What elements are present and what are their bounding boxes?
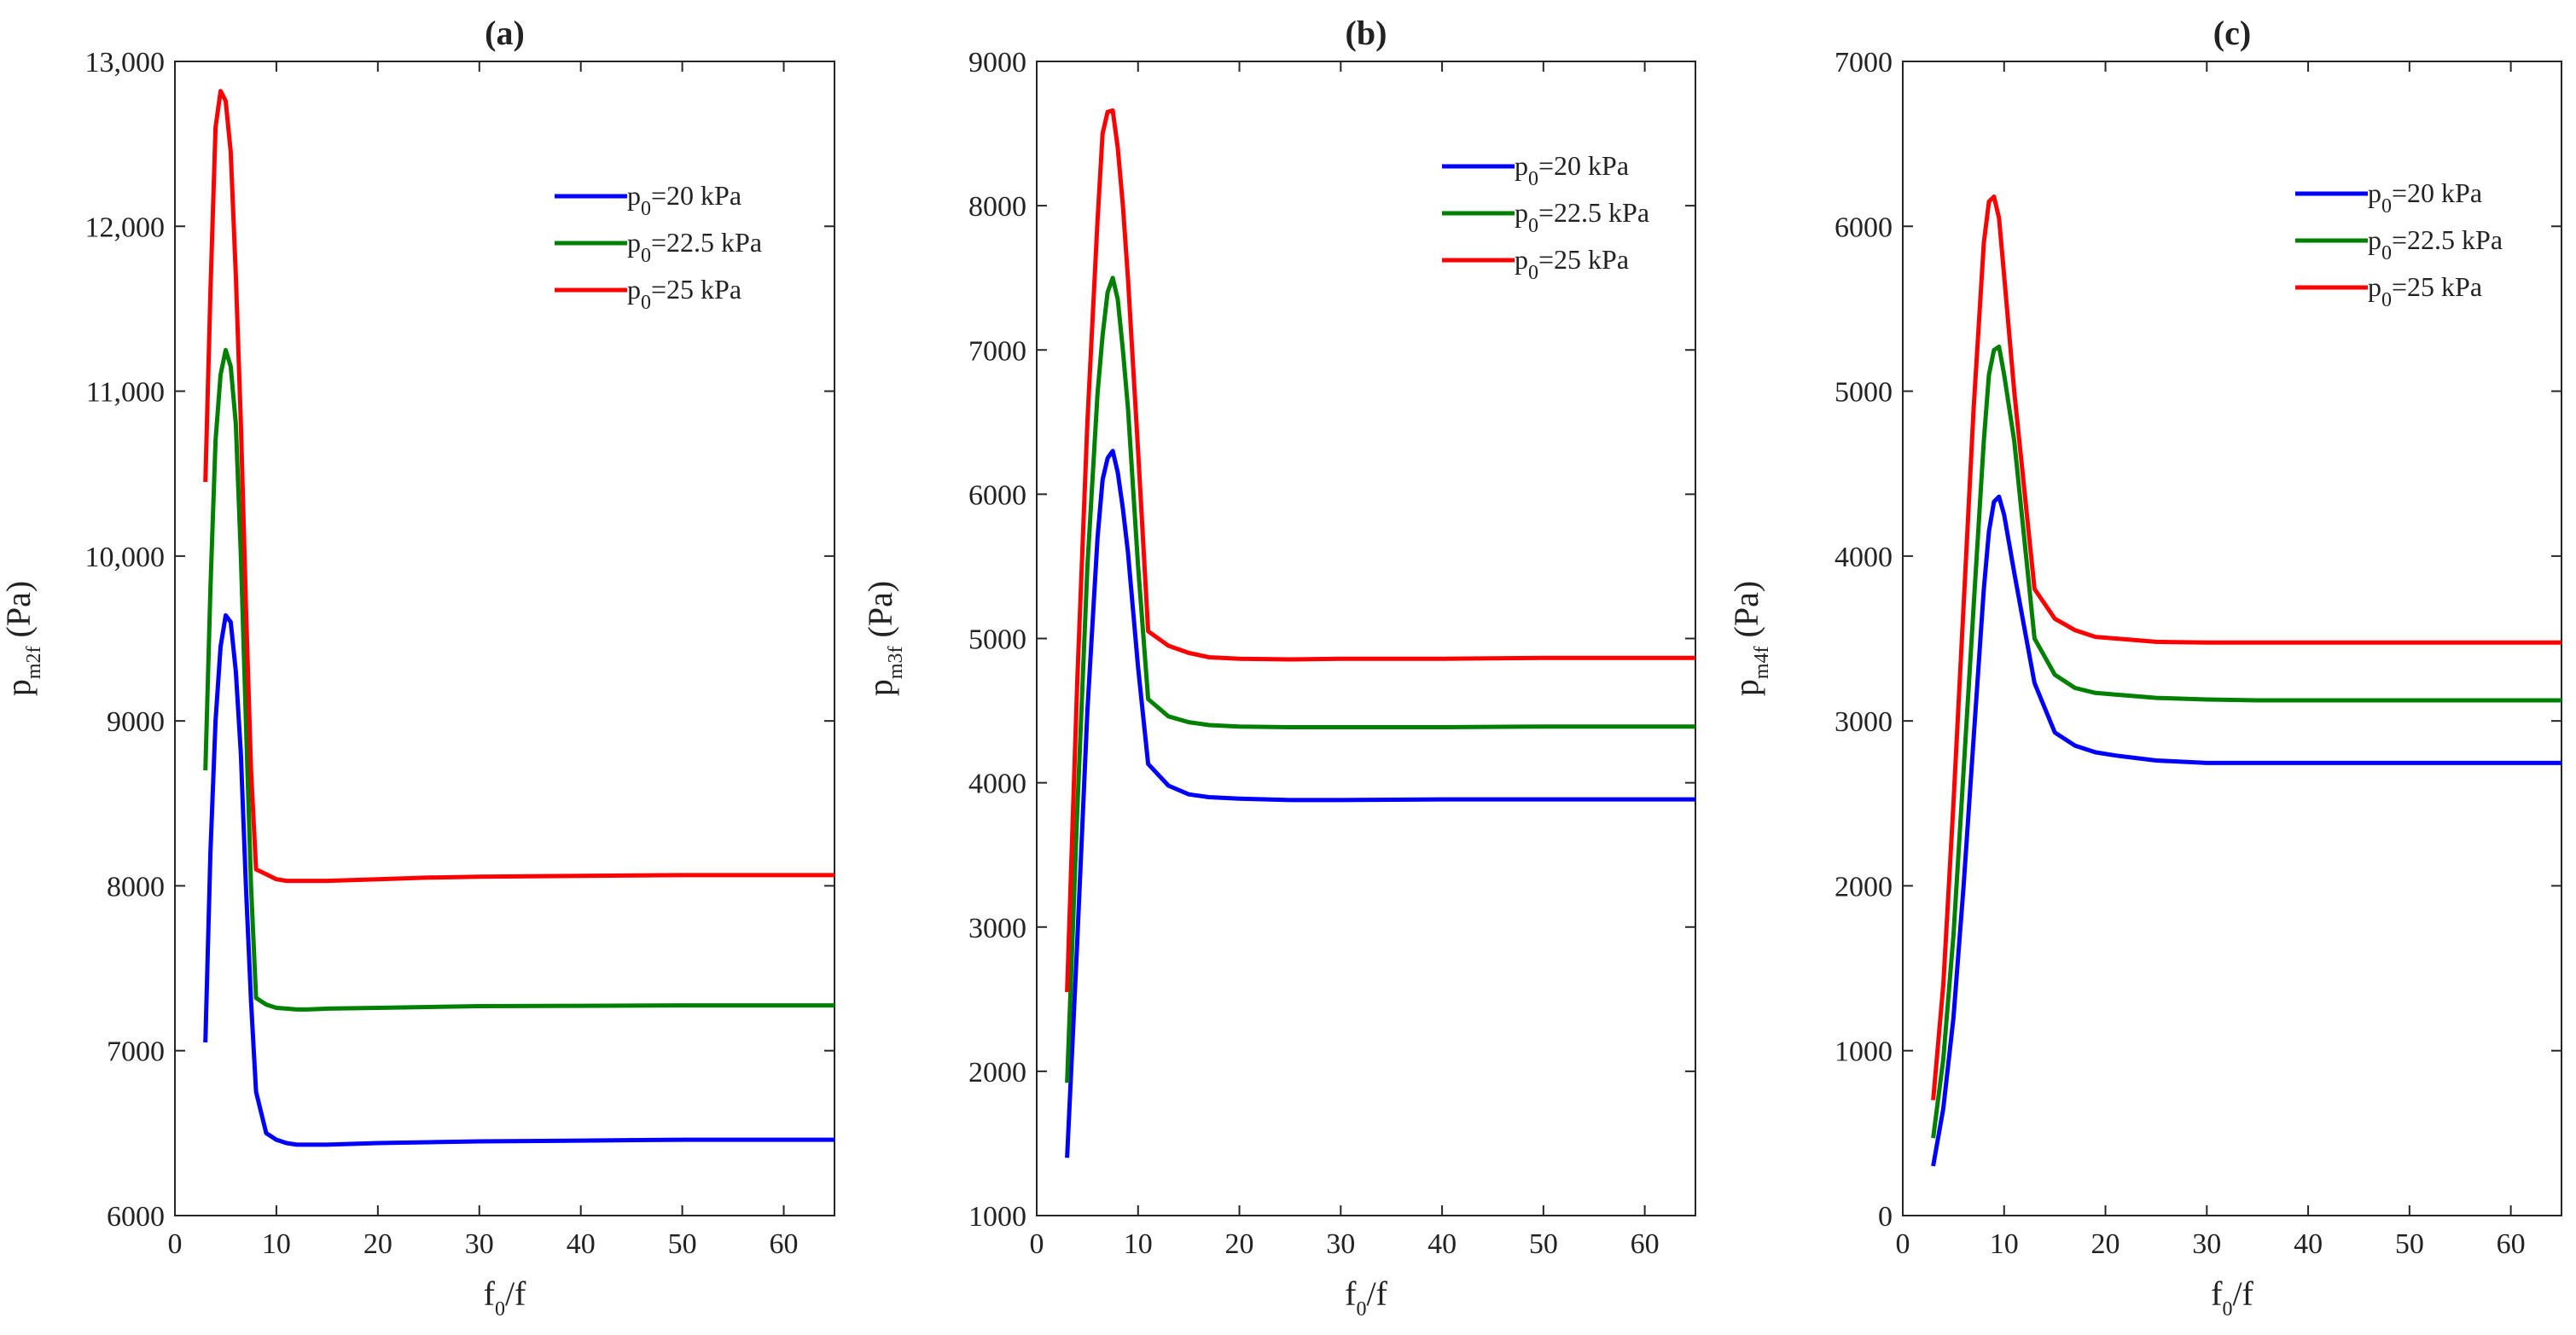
y-tick-label: 6000 <box>1835 212 1893 243</box>
series-line <box>203 612 834 1147</box>
x-tick-label: 60 <box>2497 1228 2526 1260</box>
x-tick-label: 40 <box>567 1228 596 1260</box>
y-tick-label: 2000 <box>1835 871 1893 903</box>
series-line <box>203 347 834 1012</box>
y-tick-label: 0 <box>1878 1201 1893 1233</box>
y-tick-label: 4000 <box>968 769 1026 800</box>
y-tick-label: 5000 <box>1835 377 1893 409</box>
x-tick-label: 10 <box>1124 1228 1153 1260</box>
series-line <box>1931 194 2561 1100</box>
y-axis-label: pm2f (Pa) <box>0 581 45 696</box>
x-tick-label: 20 <box>363 1228 393 1260</box>
x-tick-label: 60 <box>770 1228 799 1260</box>
x-tick-label: 50 <box>1529 1228 1558 1260</box>
y-tick-label: 6000 <box>968 479 1026 511</box>
y-tick-label: 3000 <box>1835 706 1893 738</box>
x-tick-label: 0 <box>168 1228 183 1260</box>
y-tick-label: 1000 <box>1835 1036 1893 1068</box>
axes-box <box>1902 61 2562 1216</box>
y-tick-label: 11,000 <box>86 377 165 409</box>
series-line <box>1065 449 1695 1158</box>
y-axis-label: pm3f (Pa) <box>861 581 907 696</box>
x-tick-label: 50 <box>2395 1228 2424 1260</box>
x-tick-label: 50 <box>668 1228 697 1260</box>
panel-a: 0 10 20 30 40 50 60 6000 7000 8000 9000 10,000 11,00… <box>0 14 835 1320</box>
y-tick-label: 7000 <box>107 1036 165 1068</box>
x-tick-label: 20 <box>1225 1228 1254 1260</box>
y-tick-label: 3000 <box>968 913 1026 944</box>
series-line <box>1931 494 2561 1167</box>
y-tick-label: 5000 <box>968 624 1026 656</box>
x-tick-label: 30 <box>1326 1228 1355 1260</box>
y-tick-label: 9000 <box>968 47 1026 78</box>
y-tick-label: 1000 <box>968 1201 1026 1233</box>
y-tick-label: 8000 <box>968 191 1026 223</box>
legend-entry: p0=20 kPa <box>2368 177 2482 218</box>
x-tick-label: 60 <box>1631 1228 1660 1260</box>
x-tick-label: 10 <box>1990 1228 2019 1260</box>
legend-entry: p0=20 kPa <box>627 180 741 220</box>
x-axis-label: f0/f <box>484 1274 526 1320</box>
x-axis-label: f0/f <box>1345 1274 1387 1320</box>
legend-entry: p0=22.5 kPa <box>1515 197 1649 237</box>
legend-entry: p0=20 kPa <box>1515 150 1629 190</box>
series-line <box>203 89 834 884</box>
legend-entry: p0=25 kPa <box>627 274 741 314</box>
legend-entry: p0=25 kPa <box>2368 271 2482 311</box>
x-tick-label: 40 <box>2294 1228 2323 1260</box>
legend-entry: p0=22.5 kPa <box>2368 224 2503 264</box>
y-tick-label: 13,000 <box>85 47 166 78</box>
x-axis-label: f0/f <box>2211 1274 2253 1320</box>
x-tick-label: 30 <box>2192 1228 2221 1260</box>
y-tick-label: 10,000 <box>85 542 166 573</box>
y-tick-label: 7000 <box>1835 47 1893 78</box>
x-tick-label: 20 <box>2091 1228 2120 1260</box>
y-tick-label: 12,000 <box>85 212 166 243</box>
y-tick-label: 9000 <box>107 706 165 738</box>
x-tick-label: 30 <box>465 1228 494 1260</box>
chart-title: (a) <box>485 14 525 52</box>
series-line <box>1065 108 1695 992</box>
y-tick-label: 6000 <box>107 1201 165 1233</box>
y-tick-label: 4000 <box>1835 542 1893 573</box>
chart-title: (b) <box>1346 14 1387 52</box>
chart-title: (c) <box>2213 14 2251 52</box>
x-tick-label: 10 <box>262 1228 291 1260</box>
series-line <box>1065 276 1695 1083</box>
panel-b: 0 10 20 30 40 50 60 1000 2000 3000 4000 5000 6000 700… <box>861 14 1696 1320</box>
y-axis-label: pm4f (Pa) <box>1727 581 1773 696</box>
y-tick-label: 2000 <box>968 1057 1026 1088</box>
legend-entry: p0=25 kPa <box>1515 244 1629 284</box>
x-tick-label: 0 <box>1896 1228 1910 1260</box>
x-tick-label: 0 <box>1030 1228 1044 1260</box>
x-tick-label: 40 <box>1428 1228 1457 1260</box>
panel-c: 0 10 20 30 40 50 60 0 1000 2000 3000 4000 5000 6000 70… <box>1727 14 2562 1320</box>
axes-box <box>174 61 835 1216</box>
y-tick-label: 7000 <box>968 335 1026 367</box>
y-tick-label: 8000 <box>107 871 165 903</box>
legend-entry: p0=22.5 kPa <box>627 227 762 267</box>
series-line <box>1931 344 2561 1139</box>
